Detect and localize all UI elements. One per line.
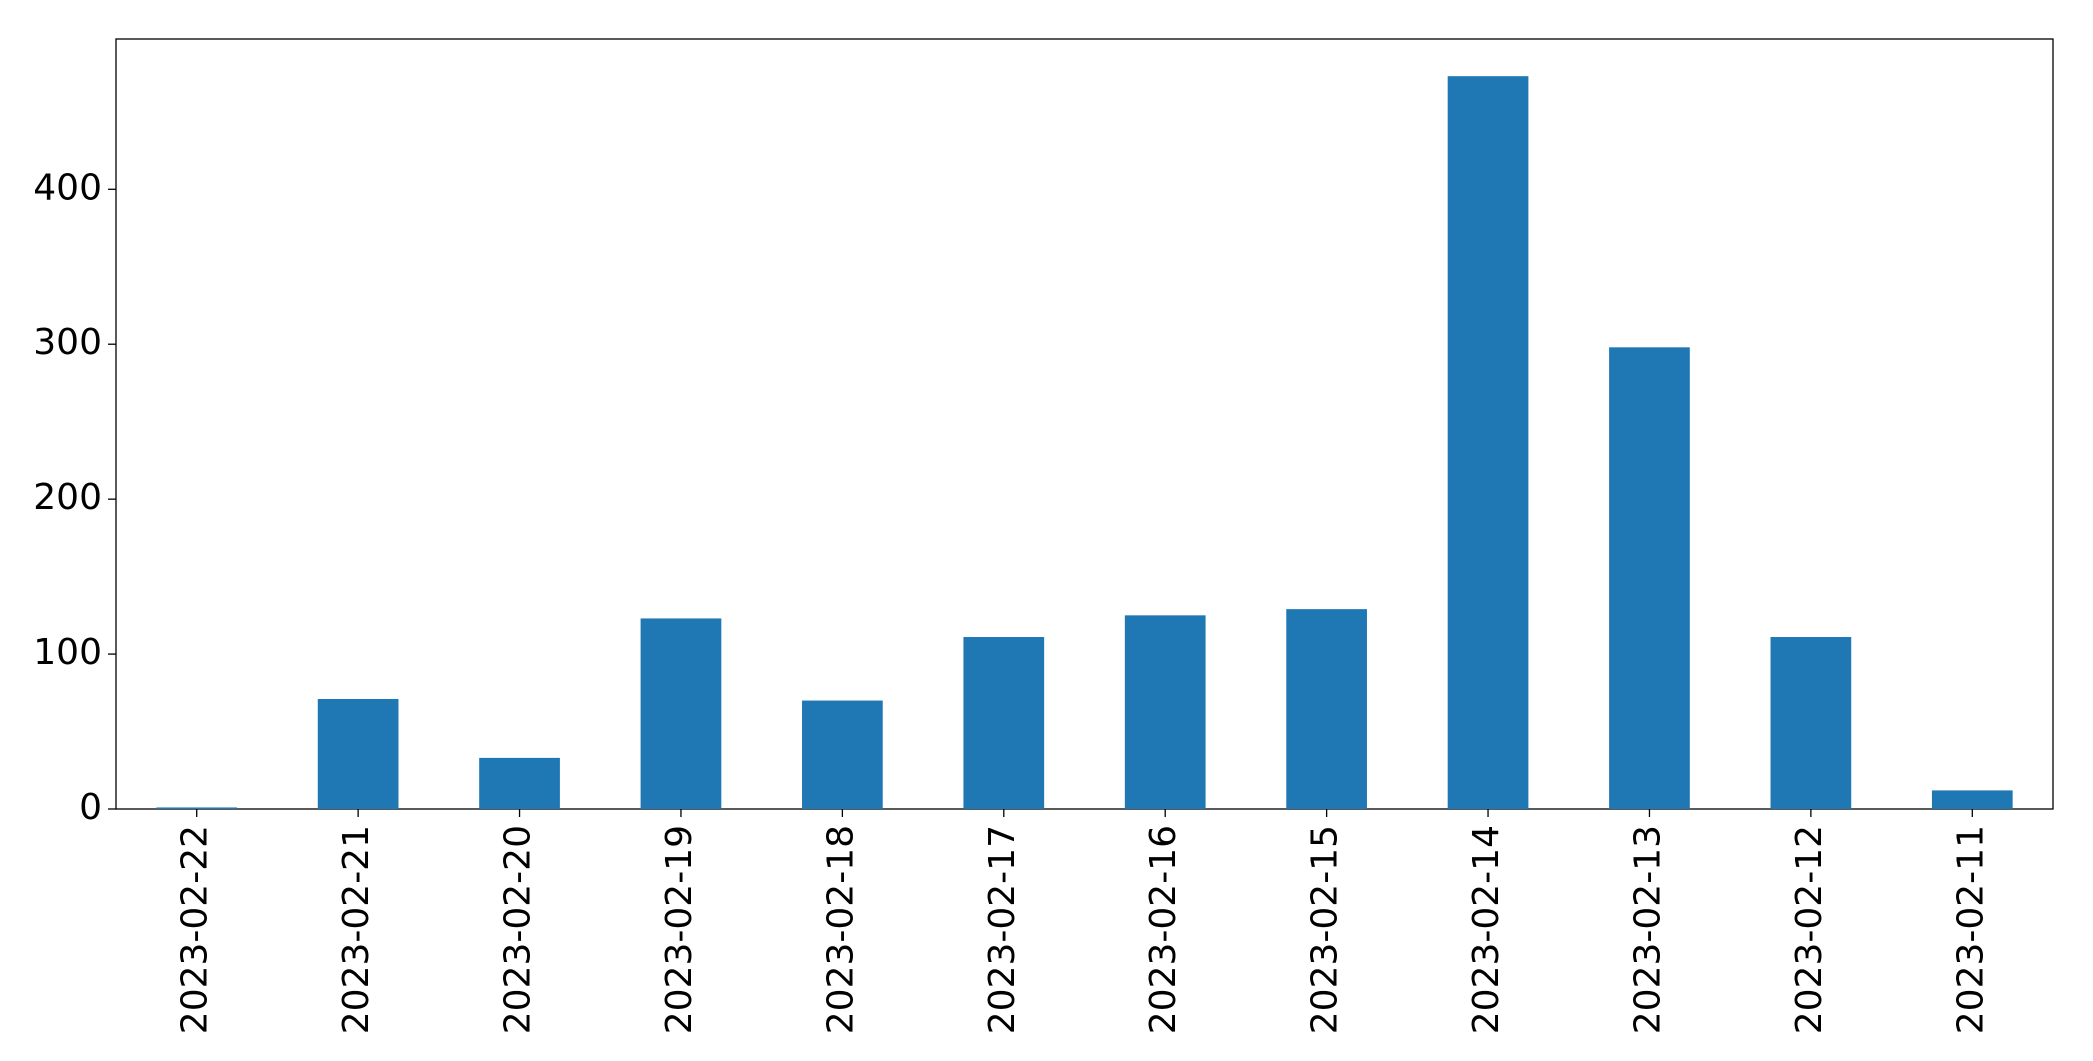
bar bbox=[802, 700, 883, 809]
x-tick-label: 2023-02-14 bbox=[1466, 825, 1507, 1034]
bar bbox=[479, 757, 560, 809]
y-tick-label: 0 bbox=[79, 787, 102, 828]
bar bbox=[1609, 347, 1690, 809]
x-tick-label: 2023-02-18 bbox=[820, 825, 861, 1034]
bar bbox=[640, 618, 722, 809]
bar bbox=[1931, 790, 2013, 809]
x-tick-label: 2023-02-15 bbox=[1305, 825, 1346, 1034]
bar bbox=[317, 699, 399, 809]
x-tick-label: 2023-02-12 bbox=[1789, 825, 1830, 1034]
bar bbox=[156, 807, 238, 809]
x-tick-label: 2023-02-21 bbox=[336, 825, 377, 1034]
x-tick-label: 2023-02-19 bbox=[659, 825, 700, 1034]
bar bbox=[1124, 615, 1206, 809]
y-tick-label: 200 bbox=[33, 477, 102, 518]
bar bbox=[963, 637, 1045, 809]
plot-frame bbox=[115, 38, 2054, 810]
x-tick-label: 2023-02-16 bbox=[1143, 825, 1184, 1034]
x-tick-label: 2023-02-20 bbox=[498, 825, 539, 1034]
bar bbox=[1770, 637, 1852, 809]
x-tick-label: 2023-02-13 bbox=[1627, 825, 1668, 1034]
x-tick-label: 2023-02-22 bbox=[175, 825, 216, 1034]
bar bbox=[1286, 609, 1367, 809]
bar bbox=[1447, 76, 1529, 809]
y-tick-label: 300 bbox=[33, 322, 102, 363]
x-tick-label: 2023-02-11 bbox=[1950, 825, 1991, 1034]
y-tick-label: 100 bbox=[33, 632, 102, 673]
x-tick-label: 2023-02-17 bbox=[982, 825, 1023, 1034]
y-tick-label: 400 bbox=[33, 167, 102, 208]
